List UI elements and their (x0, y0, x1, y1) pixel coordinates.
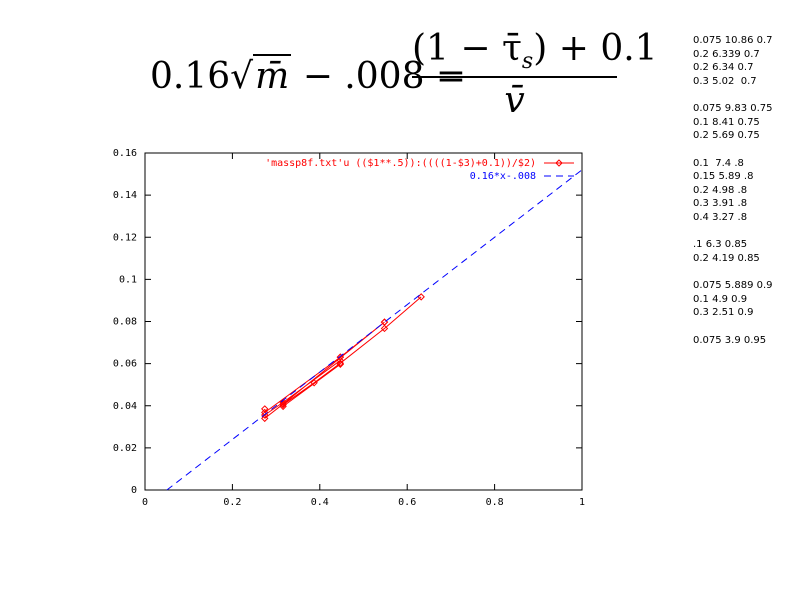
data-group: 0.075 10.86 0.7 0.2 6.339 0.7 0.2 6.34 0.7… (693, 34, 773, 88)
point (261, 411, 269, 419)
legend-marker (555, 159, 563, 167)
data-group: .1 6.3 0.85 0.2 4.19 0.85 (693, 238, 773, 265)
num-b: ) + 0.1 (533, 28, 658, 69)
y-tick-label: 0.14 (113, 190, 137, 201)
point (310, 379, 318, 387)
y-tick-label: 0.12 (113, 232, 137, 243)
data-line: 0.2 4.19 0.85 (693, 252, 760, 264)
legend-label: 'massp8f.txt'u (($1**.5)):((((1-$3)+0.1)… (265, 158, 536, 169)
x-tick-label: 0.8 (486, 497, 504, 508)
data-group: 0.075 5.889 0.9 0.1 4.9 0.9 0.3 2.51 0.9 (693, 279, 773, 320)
data-line: 0.1 7.4 .8 (693, 157, 744, 169)
num-sub: s (521, 49, 534, 75)
denominator: v̄ (504, 80, 525, 122)
data-line: 0.2 6.339 0.7 (693, 48, 760, 60)
data-line: 0.075 3.9 0.95 (693, 334, 767, 346)
data-line: 0.2 5.69 0.75 (693, 130, 760, 141)
point (380, 324, 389, 333)
y-tick-label: 0 (131, 485, 137, 496)
data-line: 0.4 3.27 .8 (693, 211, 748, 223)
data-line: .1 6.3 0.85 (693, 239, 748, 250)
eq-var: m̄ (253, 54, 292, 97)
equation: 0.16√m̄ − .008 = (1 − τ̄s) + 0.1 v̄ (150, 28, 658, 128)
data-line: 0.075 5.889 0.9 (693, 280, 773, 291)
point (336, 360, 345, 368)
y-tick-label: 0.08 (113, 317, 137, 328)
data-line: 0.075 9.83 0.75 (693, 103, 773, 114)
data-group: 0.1 7.4 .8 0.15 5.89 .8 0.2 4.98 .8 0.3 3.9… (693, 157, 773, 225)
data-line: 0.3 3.91 .8 (693, 198, 748, 209)
data-line: 0.075 10.86 0.7 (693, 35, 773, 46)
y-tick-label: 0.1 (119, 274, 137, 285)
x-tick-label: 0.2 (223, 497, 241, 508)
fraction-bar (412, 76, 617, 79)
num-a: (1 − τ̄ (412, 28, 522, 69)
equation-fraction: (1 − τ̄s) + 0.1 v̄ (412, 28, 658, 122)
point (336, 356, 345, 365)
data-line: 0.1 8.41 0.75 (693, 116, 760, 128)
data-line: 0.2 4.98 .8 (693, 184, 748, 196)
data-line: 0.3 5.02 0.7 (693, 75, 757, 87)
y-tick-label: 0.06 (113, 359, 137, 370)
point (261, 414, 269, 423)
point (336, 359, 345, 367)
data-group: 0.075 9.83 0.75 0.1 8.41 0.75 0.2 5.69 0.7… (693, 102, 773, 143)
data-group: 0.075 3.9 0.95 (693, 334, 773, 348)
point (279, 400, 287, 408)
data-line: 0.2 6.34 0.7 (693, 62, 754, 73)
point (261, 405, 269, 413)
x-tick-label: 1 (579, 497, 585, 508)
data-text: 0.075 10.86 0.7 0.2 6.339 0.7 0.2 6.34 0.7… (693, 34, 773, 361)
y-tick-label: 0.04 (113, 401, 137, 412)
x-tick-label: 0.4 (311, 497, 329, 508)
series-line (166, 169, 583, 491)
plot-frame (144, 152, 583, 491)
y-tick-label: 0.02 (113, 443, 137, 454)
y-tick-label: 0.16 (113, 148, 137, 159)
x-tick-label: 0.6 (398, 497, 416, 508)
x-tick-label: 0 (142, 497, 148, 508)
numerator: (1 − τ̄s) + 0.1 (412, 28, 658, 75)
data-line: 0.1 4.9 0.9 (693, 293, 748, 305)
data-line: 0.3 2.51 0.9 (693, 307, 754, 318)
legend-label: 0.16*x-.008 (470, 171, 536, 182)
eq-coef: 0.16 (150, 56, 231, 97)
data-line: 0.15 5.89 .8 (693, 171, 754, 182)
